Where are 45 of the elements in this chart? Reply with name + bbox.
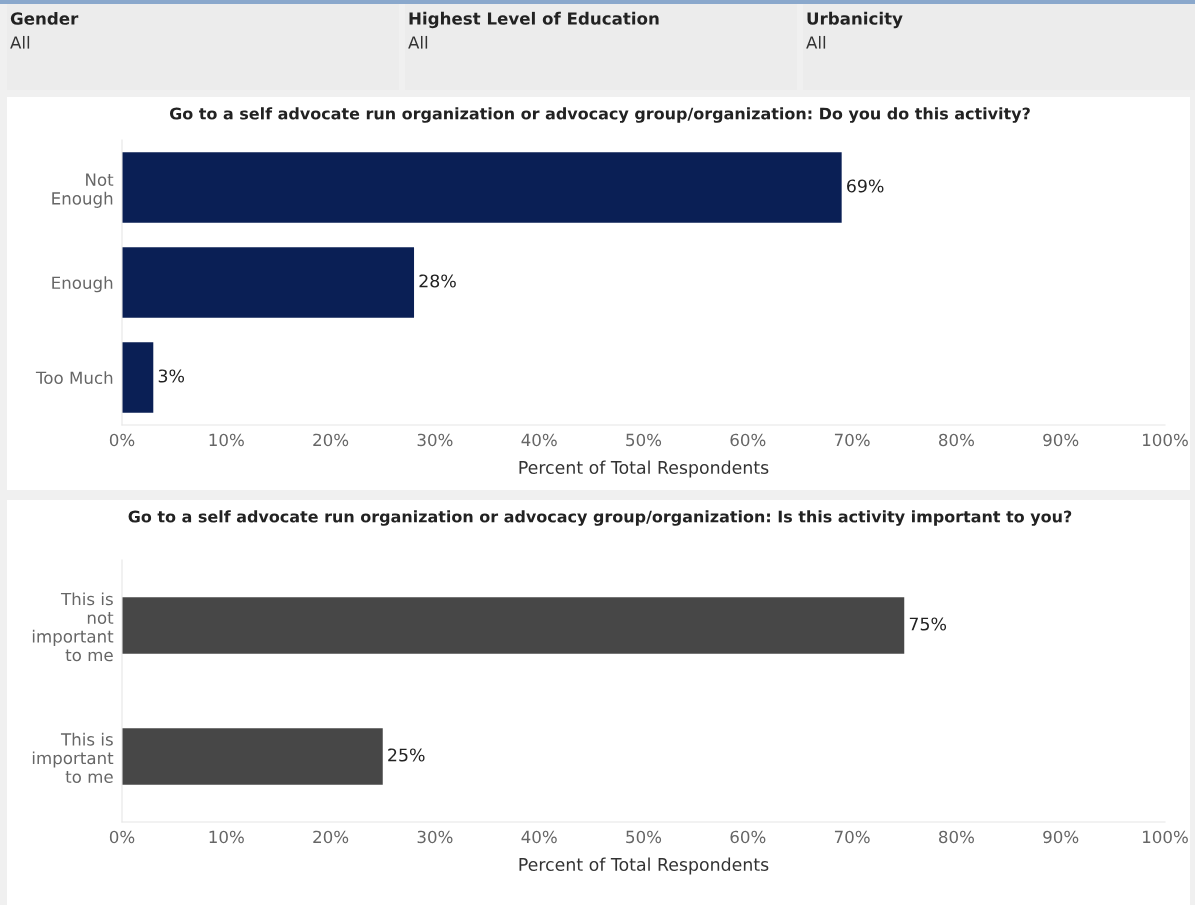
text: All bbox=[10, 35, 30, 49]
data-label: 28% bbox=[419, 274, 456, 288]
x-tick-label: 80% bbox=[939, 433, 974, 447]
x-tick-label: 90% bbox=[1043, 433, 1079, 447]
x-axis-title: Percent of Total Respondents bbox=[519, 460, 769, 478]
y-tick-label: Enough bbox=[52, 276, 113, 293]
x-tick-label: 60% bbox=[730, 433, 766, 447]
x-tick-label: 10% bbox=[209, 433, 244, 447]
chart-title: Go to a self advocate run organization or advocacy group/organization: Do you do this activity? bbox=[169, 107, 1030, 123]
text: Gender bbox=[10, 11, 79, 25]
x-tick-label: 20% bbox=[313, 830, 349, 844]
x-tick-label: 60% bbox=[730, 830, 766, 844]
y-tick-label: This is not important to me bbox=[32, 592, 114, 662]
text: Highest Level of Education bbox=[409, 11, 659, 29]
x-tick-label: 100% bbox=[1143, 433, 1188, 447]
data-label: 3% bbox=[158, 369, 185, 383]
y-tick-label: This is important to me bbox=[32, 732, 114, 783]
x-tick-label: 40% bbox=[521, 433, 557, 447]
x-tick-label: 20% bbox=[313, 433, 349, 447]
data-label: 69% bbox=[847, 179, 884, 193]
x-tick-label: 40% bbox=[521, 830, 557, 844]
x-tick-label: 30% bbox=[417, 433, 453, 447]
y-tick-label: Not Enough bbox=[52, 173, 114, 208]
x-tick-label: 90% bbox=[1043, 830, 1079, 844]
text: All bbox=[806, 35, 826, 49]
data-label: 75% bbox=[909, 617, 947, 631]
y-tick-label: Too Much bbox=[35, 371, 113, 385]
data-label: 25% bbox=[388, 748, 425, 762]
x-tick-label: 70% bbox=[834, 433, 870, 447]
x-axis-title: Percent of Total Respondents bbox=[519, 857, 769, 875]
chart-title: Go to a self advocate run organization or advocacy group/organization: Is this activity important to you? bbox=[128, 510, 1072, 526]
bar bbox=[122, 152, 842, 223]
x-tick-label: 50% bbox=[626, 830, 662, 844]
x-tick-label: 0% bbox=[109, 433, 135, 447]
x-tick-label: 0% bbox=[109, 830, 135, 844]
x-tick-label: 10% bbox=[209, 830, 244, 844]
text: Urbanicity bbox=[807, 11, 903, 29]
x-tick-label: 100% bbox=[1143, 830, 1188, 844]
bar bbox=[122, 342, 154, 413]
x-tick-label: 80% bbox=[939, 830, 974, 844]
bar bbox=[122, 247, 415, 318]
x-tick-label: 50% bbox=[626, 433, 662, 447]
x-tick-label: 30% bbox=[417, 830, 453, 844]
text: All bbox=[408, 35, 428, 49]
x-tick-label: 70% bbox=[834, 830, 870, 844]
